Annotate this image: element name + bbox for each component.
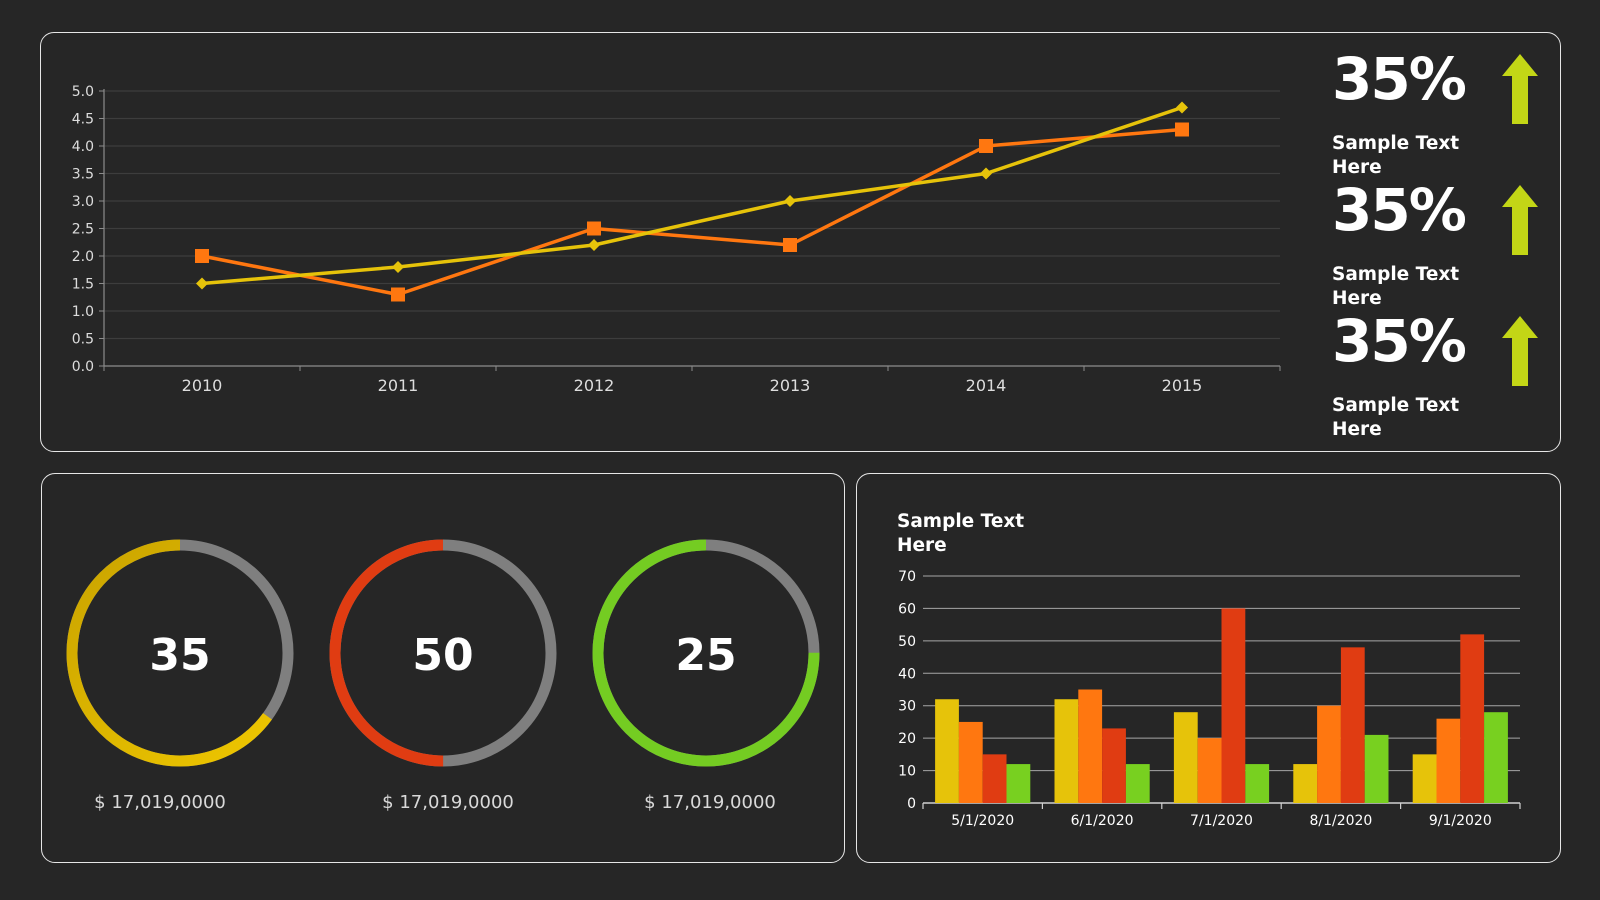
donut-caption: $ 17,019,0000 [382, 792, 514, 813]
donut-progress-arc [329, 539, 557, 767]
y-tick-label: 40 [898, 666, 916, 682]
y-tick-label: 4.5 [72, 112, 94, 128]
y-tick-label: 60 [898, 601, 916, 617]
kpi-value: 35% [1332, 176, 1467, 244]
data-point [587, 221, 601, 236]
x-tick-label: 5/1/2020 [951, 813, 1014, 829]
bar [1006, 764, 1031, 803]
x-tick-label: 2015 [1162, 376, 1203, 395]
data-point [392, 261, 404, 273]
y-tick-label: 4.0 [72, 139, 94, 155]
bar [1078, 689, 1103, 803]
data-point [980, 167, 992, 180]
kpi-value: 35% [1332, 45, 1467, 113]
bar [1364, 734, 1389, 803]
series-line [201, 127, 1183, 297]
y-tick-label: 1.0 [72, 304, 94, 320]
series-line [201, 105, 1183, 286]
donut-panel [41, 473, 845, 863]
data-point [1176, 101, 1188, 114]
data-point [195, 249, 209, 263]
arrow-up-icon [1502, 54, 1538, 124]
data-point [979, 139, 993, 153]
kpi-label: Sample Text Here [1332, 395, 1460, 440]
x-tick-label: 7/1/2020 [1190, 813, 1253, 829]
bar [1317, 705, 1341, 803]
x-tick-label: 8/1/2020 [1309, 813, 1372, 829]
y-tick-label: 2.0 [72, 249, 94, 265]
data-point [1175, 122, 1189, 137]
donut-value: 25 [675, 630, 736, 681]
kpi-label: Sample Text Here [1332, 133, 1460, 178]
bar [935, 699, 959, 803]
bar [1125, 764, 1150, 803]
y-tick-label: 20 [898, 731, 916, 747]
bar [1460, 634, 1485, 803]
arrow-up-icon [1502, 316, 1538, 386]
y-tick-label: 2.5 [72, 222, 94, 238]
donut-progress-arc [592, 539, 820, 767]
y-tick-label: 0.0 [72, 359, 94, 375]
bar [1245, 764, 1270, 803]
line-chart-panel [40, 32, 1561, 452]
x-tick-label: 2010 [182, 376, 223, 395]
bar [1412, 754, 1437, 803]
bar-chart-panel [856, 473, 1561, 863]
kpi-value: 35% [1332, 307, 1467, 375]
y-tick-label: 3.0 [72, 194, 94, 210]
x-tick-label: 6/1/2020 [1071, 813, 1134, 829]
y-tick-label: 0.5 [72, 332, 94, 348]
kpi-label: Sample Text Here [1332, 264, 1460, 309]
data-point [588, 239, 600, 251]
bar [1221, 608, 1246, 803]
x-tick-label: 2011 [378, 376, 419, 395]
y-tick-label: 50 [898, 634, 916, 650]
x-tick-label: 9/1/2020 [1429, 813, 1492, 829]
bar [1293, 764, 1318, 803]
x-tick-label: 2014 [966, 376, 1007, 395]
donut-value: 35 [149, 630, 210, 681]
bar [958, 721, 983, 803]
data-point [784, 195, 796, 207]
data-point [783, 238, 797, 252]
data-point [391, 287, 405, 302]
y-tick-label: 3.5 [72, 167, 94, 183]
y-tick-label: 5.0 [72, 84, 94, 100]
bar-chart-title: Sample Text Here [897, 511, 1025, 556]
arrow-up-icon [1502, 185, 1538, 255]
bar [1197, 738, 1222, 803]
bar [1436, 718, 1461, 803]
donut-caption: $ 17,019,0000 [94, 792, 226, 813]
donut-caption: $ 17,019,0000 [644, 792, 776, 813]
data-point [196, 277, 208, 290]
bar [1340, 647, 1365, 803]
y-tick-label: 1.5 [72, 277, 94, 293]
y-tick-label: 70 [898, 569, 916, 585]
donut-value: 50 [412, 630, 473, 681]
bar [1102, 728, 1126, 803]
y-tick-label: 30 [898, 699, 916, 715]
donut-progress-arc [66, 539, 294, 767]
x-tick-label: 2012 [574, 376, 615, 395]
bar [982, 754, 1007, 803]
y-tick-label: 10 [898, 764, 916, 780]
x-tick-label: 2013 [770, 376, 811, 395]
bar [1173, 712, 1198, 803]
y-tick-label: 0 [907, 796, 916, 812]
bar [1484, 712, 1508, 803]
bar [1054, 699, 1079, 803]
